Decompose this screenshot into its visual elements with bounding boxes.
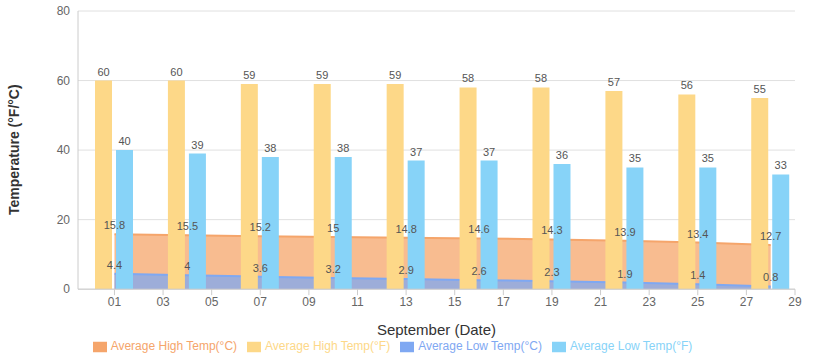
svg-text:15.5: 15.5	[177, 220, 198, 232]
svg-text:35: 35	[629, 152, 641, 164]
svg-text:38: 38	[337, 142, 349, 154]
svg-text:60: 60	[97, 66, 109, 78]
svg-text:38: 38	[264, 142, 276, 154]
svg-text:58: 58	[535, 72, 547, 84]
svg-text:14.6: 14.6	[468, 223, 489, 235]
svg-text:58: 58	[462, 72, 474, 84]
svg-text:07: 07	[254, 295, 268, 309]
svg-text:13.9: 13.9	[614, 226, 635, 238]
svg-text:36: 36	[556, 149, 568, 161]
svg-text:2.6: 2.6	[471, 265, 486, 277]
svg-text:27: 27	[740, 295, 754, 309]
svg-text:05: 05	[205, 295, 219, 309]
svg-text:57: 57	[608, 76, 620, 88]
svg-text:25: 25	[691, 295, 705, 309]
svg-text:37: 37	[410, 146, 422, 158]
svg-text:14.3: 14.3	[541, 224, 562, 236]
svg-text:0.8: 0.8	[763, 271, 778, 283]
svg-text:59: 59	[243, 69, 255, 81]
svg-text:13: 13	[399, 295, 413, 309]
svg-text:14.8: 14.8	[395, 223, 416, 235]
svg-text:15.2: 15.2	[250, 221, 271, 233]
html-text:Average Low Temp(°C): Average Low Temp(°C)	[418, 339, 542, 354]
svg-text:19: 19	[545, 295, 559, 309]
svg-text:12.7: 12.7	[760, 230, 781, 242]
svg-text:29: 29	[788, 295, 802, 309]
svg-text:35: 35	[702, 152, 714, 164]
svg-text:59: 59	[389, 69, 401, 81]
html-text:Average High Temp(°C): Average High Temp(°C)	[110, 339, 238, 354]
svg-text:60: 60	[170, 66, 182, 78]
svg-text:15: 15	[448, 295, 462, 309]
svg-text:56: 56	[681, 79, 693, 91]
svg-text:33: 33	[775, 159, 787, 171]
svg-text:0: 0	[63, 282, 70, 296]
svg-text:09: 09	[302, 295, 316, 309]
svg-text:80: 80	[57, 4, 71, 18]
svg-text:1.9: 1.9	[617, 268, 632, 280]
svg-text:40: 40	[57, 143, 71, 157]
svg-text:59: 59	[316, 69, 328, 81]
svg-text:39: 39	[191, 139, 203, 151]
svg-text:20: 20	[57, 213, 71, 227]
svg-text:4: 4	[184, 260, 190, 272]
svg-text:Temperature (°F/°C): Temperature (°F/°C)	[6, 84, 22, 215]
svg-text:60: 60	[57, 74, 71, 88]
svg-text:11: 11	[351, 295, 364, 309]
svg-text:55: 55	[754, 83, 766, 95]
html-text:Average Low Temp(°F): Average Low Temp(°F)	[569, 339, 693, 354]
svg-text:3.2: 3.2	[326, 263, 341, 275]
svg-text:21: 21	[594, 295, 608, 309]
svg-text:2.3: 2.3	[544, 266, 559, 278]
svg-text:03: 03	[156, 295, 170, 309]
svg-text:01: 01	[108, 295, 122, 309]
svg-text:4.4: 4.4	[107, 259, 122, 271]
svg-text:September (Date): September (Date)	[377, 321, 496, 338]
svg-text:15: 15	[327, 222, 339, 234]
svg-text:3.6: 3.6	[253, 262, 268, 274]
svg-text:2.9: 2.9	[398, 264, 413, 276]
svg-text:13.4: 13.4	[687, 228, 708, 240]
svg-text:15.8: 15.8	[104, 219, 125, 231]
html-text:Average High Temp(°F): Average High Temp(°F)	[265, 339, 391, 354]
svg-text:1.4: 1.4	[690, 269, 705, 281]
svg-text:37: 37	[483, 146, 495, 158]
svg-text:23: 23	[642, 295, 656, 309]
svg-text:40: 40	[118, 135, 130, 147]
svg-text:17: 17	[497, 295, 511, 309]
